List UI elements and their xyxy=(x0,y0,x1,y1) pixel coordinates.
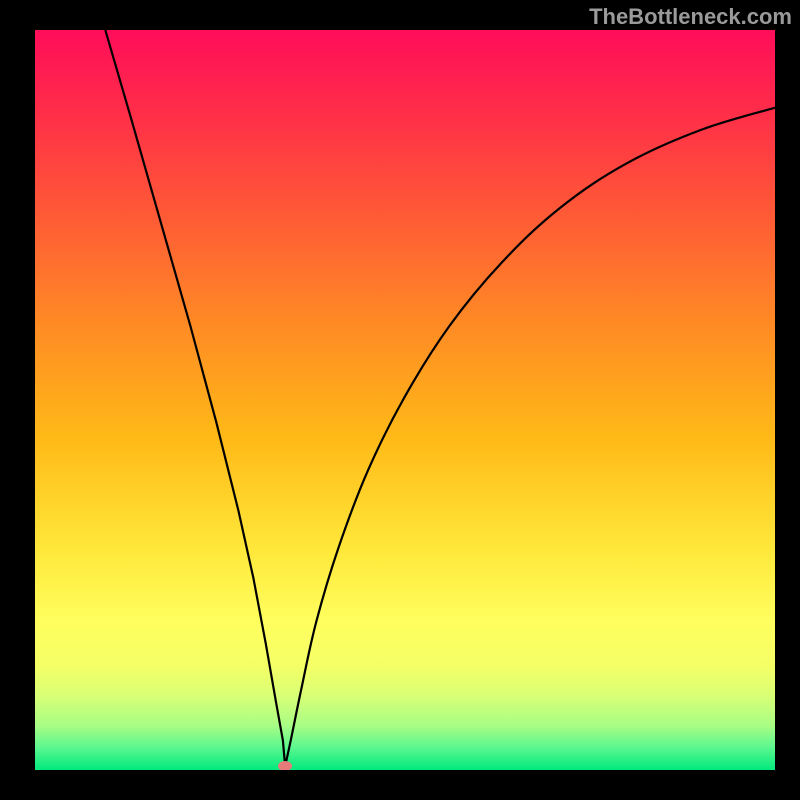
min-marker xyxy=(278,761,292,770)
plot-area xyxy=(35,30,775,770)
watermark-text: TheBottleneck.com xyxy=(589,4,792,30)
chart-container: TheBottleneck.com xyxy=(0,0,800,800)
gradient-background xyxy=(35,30,775,770)
